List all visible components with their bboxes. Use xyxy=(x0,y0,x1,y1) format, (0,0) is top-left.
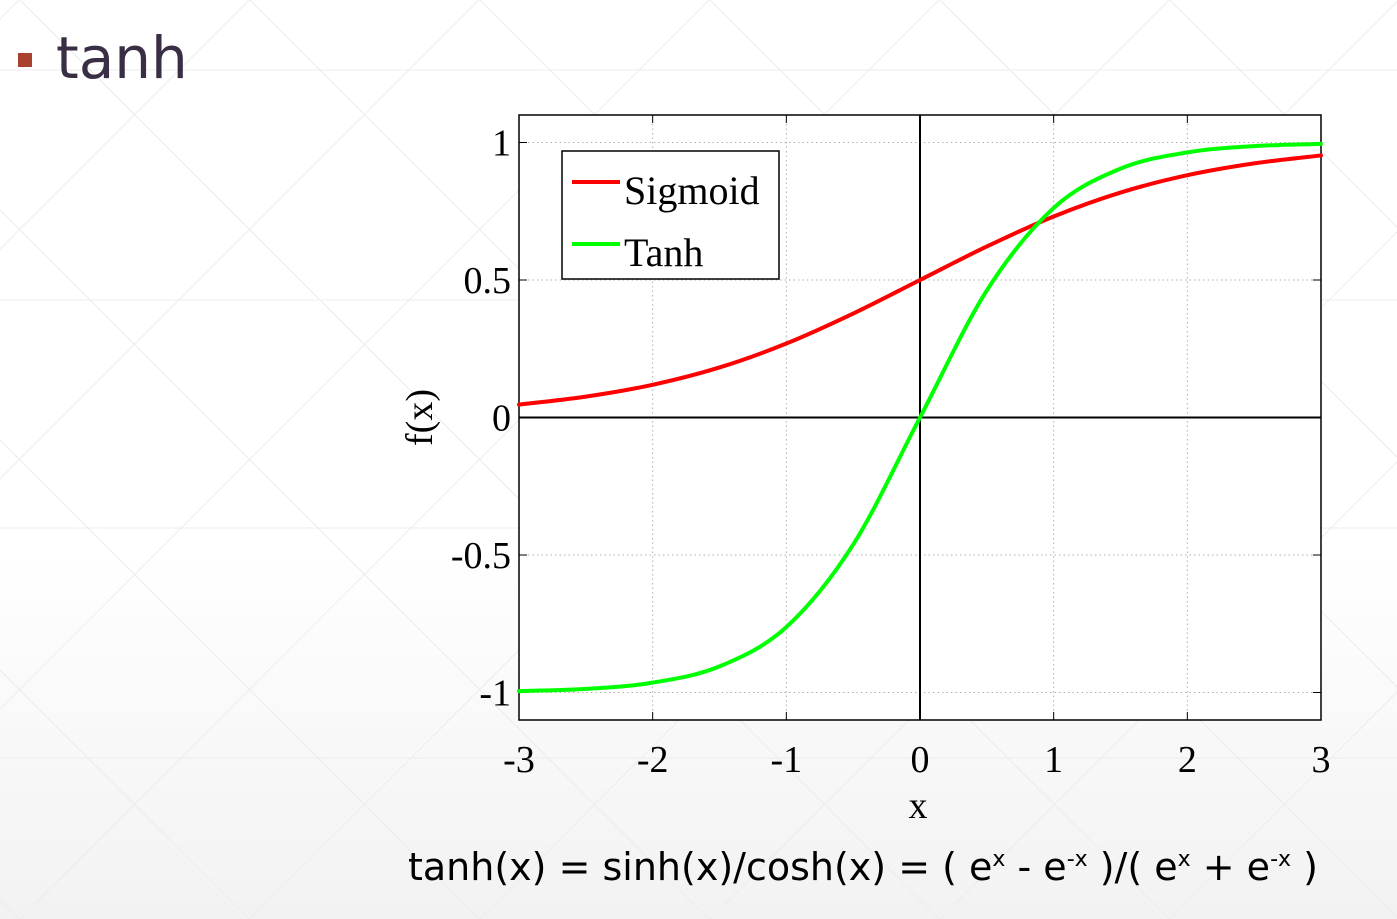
legend-label-tanh: Tanh xyxy=(624,230,703,275)
y-tick-label: 0 xyxy=(492,398,511,440)
y-tick-label: 0.5 xyxy=(464,260,512,302)
y-tick-label: -1 xyxy=(479,673,511,715)
slide-title-text: tanh xyxy=(56,24,188,92)
background-line xyxy=(0,0,480,480)
formula-part: - e xyxy=(1005,845,1067,889)
formula-part: )/( e xyxy=(1087,845,1178,889)
formula-exponent: x xyxy=(1177,847,1191,872)
formula-exponent: x xyxy=(992,847,1006,872)
background-line xyxy=(1169,0,1397,228)
series-line-sigmoid xyxy=(517,153,1323,407)
tanh-formula: tanh(x) = sinh(x)/cosh(x) = ( ex - e-x )… xyxy=(408,842,1318,892)
chart-tick-labels: -3 -2 -1 0 1 2 3 -1 -0.5 0 0.5 1 xyxy=(451,123,1331,782)
chart-series xyxy=(517,141,1323,694)
formula-part: tanh(x) = sinh(x)/cosh(x) = ( e xyxy=(408,845,993,889)
x-tick-label: 1 xyxy=(1044,739,1063,781)
series-line-tanh xyxy=(517,141,1323,694)
legend-label-sigmoid: Sigmoid xyxy=(624,168,760,213)
slide-title: tanh xyxy=(18,18,188,98)
background-line xyxy=(939,461,1397,919)
background-line xyxy=(1169,691,1397,919)
formula-part: ) xyxy=(1291,845,1318,889)
y-tick-label: -0.5 xyxy=(451,535,511,577)
x-tick-label: -3 xyxy=(503,739,535,781)
x-axis-label: x xyxy=(909,785,928,827)
chart-legend: Sigmoid Tanh xyxy=(561,150,780,280)
x-tick-label: 2 xyxy=(1178,739,1197,781)
y-tick-label: 1 xyxy=(492,123,511,165)
x-tick-label: 3 xyxy=(1312,739,1331,781)
formula-exponent: -x xyxy=(1270,847,1292,872)
formula-exponent: -x xyxy=(1066,847,1088,872)
formula-part: + e xyxy=(1190,845,1271,889)
x-tick-label: -1 xyxy=(771,739,803,781)
bullet-square-icon xyxy=(18,53,32,67)
background-line xyxy=(0,669,250,919)
x-tick-label: 0 xyxy=(911,739,930,781)
background-line xyxy=(0,0,250,250)
y-axis-label: f(x) xyxy=(399,389,441,446)
x-tick-label: -2 xyxy=(637,739,669,781)
legend-box xyxy=(561,150,780,280)
